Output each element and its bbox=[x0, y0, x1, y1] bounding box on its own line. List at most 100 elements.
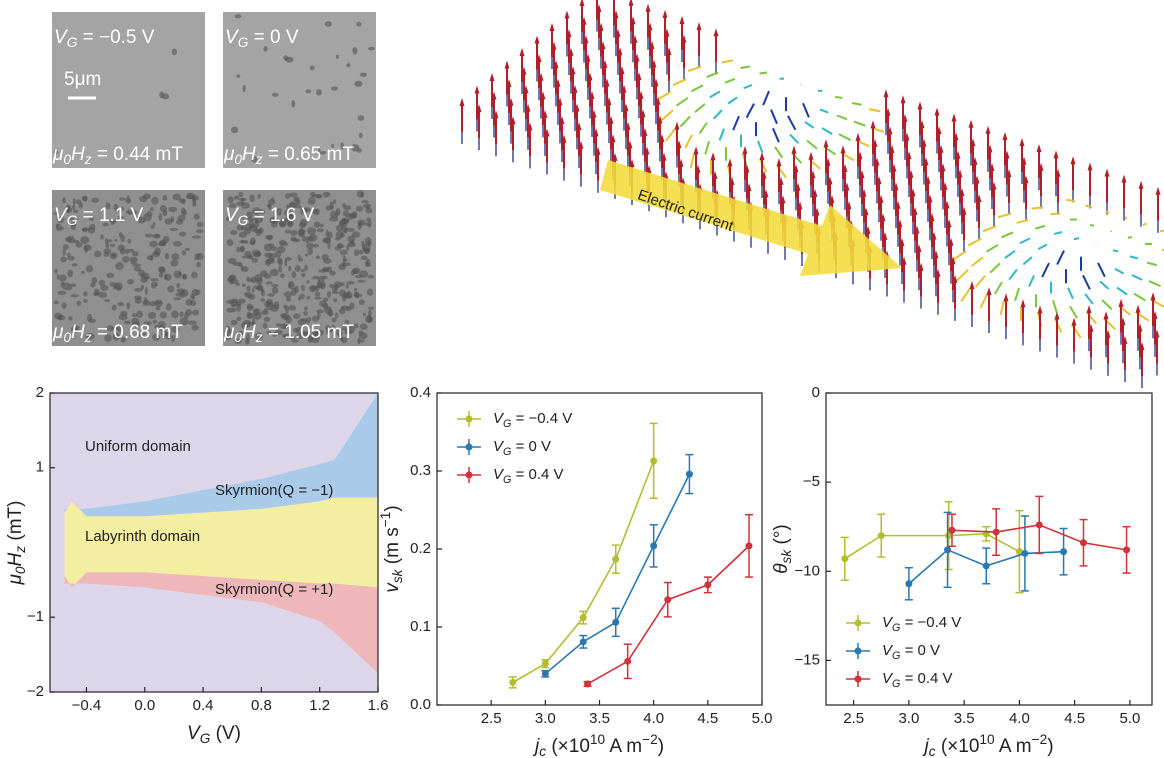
domain-spot bbox=[57, 290, 67, 295]
spin bbox=[743, 84, 753, 90]
domain-spot bbox=[252, 308, 261, 312]
point bbox=[1015, 548, 1023, 556]
spin-head bbox=[1103, 311, 1109, 320]
text-part: G bbox=[503, 446, 511, 458]
y-tick-label: 1 bbox=[36, 459, 44, 476]
domain-spot bbox=[294, 264, 301, 272]
domain-spot bbox=[245, 223, 253, 231]
spin-head bbox=[612, 152, 618, 161]
x-tick-label: 1.2 bbox=[309, 697, 330, 714]
point bbox=[1079, 539, 1087, 547]
domain-spot bbox=[125, 248, 130, 255]
point bbox=[584, 680, 592, 688]
series-line bbox=[544, 473, 691, 675]
domain-spot bbox=[150, 281, 157, 289]
spin-head bbox=[899, 238, 905, 246]
domain-spot bbox=[109, 243, 116, 248]
domain-spot bbox=[57, 315, 66, 321]
spin-head bbox=[506, 79, 512, 88]
domain-spot bbox=[68, 283, 77, 287]
domain-spot bbox=[316, 309, 324, 314]
spin-head bbox=[578, 140, 584, 149]
domain-spot bbox=[118, 232, 123, 238]
domain-spot bbox=[147, 311, 157, 320]
domain-spot bbox=[240, 245, 245, 252]
spin bbox=[1127, 236, 1133, 239]
domain-spot bbox=[257, 193, 261, 199]
spin bbox=[1097, 262, 1106, 278]
domain-spot bbox=[236, 74, 241, 78]
text-part: c bbox=[929, 744, 936, 758]
domain-spot bbox=[267, 243, 275, 247]
spin-head bbox=[493, 110, 499, 119]
spin-head bbox=[678, 158, 684, 167]
domain-spot bbox=[242, 266, 249, 273]
domain-spot bbox=[331, 324, 336, 330]
domain-spot bbox=[245, 337, 250, 345]
domain-spot bbox=[364, 261, 369, 267]
domain-spot bbox=[91, 197, 100, 203]
field-label: μ0Hz = 0.65 mT bbox=[223, 144, 354, 167]
spin-head bbox=[1021, 156, 1027, 165]
text-part: 10 bbox=[590, 732, 606, 747]
spin-head bbox=[695, 164, 701, 173]
x-tick-label: 4.5 bbox=[1064, 710, 1085, 727]
spin-head bbox=[840, 145, 846, 154]
spin bbox=[1089, 223, 1095, 227]
legend-marker bbox=[854, 675, 862, 683]
spin-head bbox=[693, 146, 699, 155]
domain-spot bbox=[353, 249, 360, 257]
domain-spot bbox=[344, 227, 348, 234]
domain-spot bbox=[297, 254, 301, 261]
micrograph bbox=[223, 12, 376, 168]
domain-spot bbox=[271, 283, 279, 288]
x-tick-label: 3.0 bbox=[535, 710, 556, 727]
domain-spot bbox=[346, 62, 351, 68]
spin bbox=[721, 59, 734, 64]
text-part: ) bbox=[382, 505, 403, 511]
domain-spot bbox=[127, 238, 132, 244]
spin-head bbox=[797, 201, 803, 210]
text-part: V bbox=[225, 205, 240, 226]
domain-spot bbox=[349, 302, 355, 310]
domain-spot bbox=[60, 256, 67, 263]
spin-head bbox=[521, 66, 527, 75]
spin-head bbox=[844, 182, 850, 191]
domain-spot bbox=[292, 327, 299, 333]
spin-head bbox=[564, 10, 570, 19]
domain-spot bbox=[241, 225, 247, 231]
domain-spot bbox=[229, 203, 237, 209]
spin bbox=[1073, 237, 1080, 241]
spin-head bbox=[791, 145, 797, 154]
spin-head bbox=[729, 177, 735, 185]
domain-spot bbox=[191, 271, 198, 279]
domain-spot bbox=[173, 297, 182, 301]
spin-head bbox=[630, 16, 636, 25]
domain-spot bbox=[117, 244, 126, 251]
spin-head bbox=[604, 78, 610, 87]
spin bbox=[1056, 250, 1065, 266]
domain-spot bbox=[100, 284, 109, 291]
domain-spot bbox=[321, 253, 329, 261]
domain-spot bbox=[192, 309, 200, 316]
spin bbox=[724, 77, 736, 84]
domain-spot bbox=[83, 196, 88, 202]
domain-spot bbox=[164, 218, 173, 225]
spin-head bbox=[1071, 317, 1077, 326]
spin-head bbox=[636, 72, 642, 81]
domain-spot bbox=[285, 315, 292, 324]
domain-spot bbox=[53, 300, 59, 305]
domain-spot bbox=[237, 330, 245, 336]
spin bbox=[952, 250, 967, 261]
domain-spot bbox=[312, 193, 322, 199]
domain-spot bbox=[307, 235, 314, 242]
spin bbox=[1099, 280, 1110, 290]
text-part: V bbox=[225, 27, 240, 48]
domain-spot bbox=[303, 311, 309, 316]
domain-spot bbox=[227, 257, 237, 265]
text-part: G bbox=[892, 622, 900, 634]
domain-spot bbox=[120, 336, 127, 343]
domain-spot bbox=[139, 195, 148, 203]
x-tick-label: 3.5 bbox=[589, 710, 610, 727]
text-part: z bbox=[13, 546, 28, 554]
